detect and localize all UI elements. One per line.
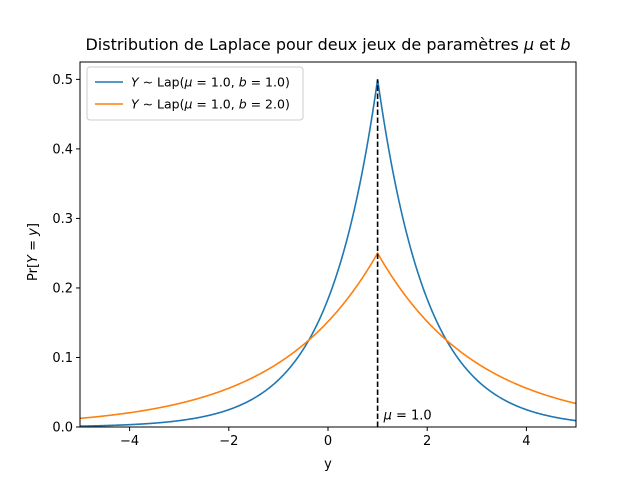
y-tick-label: 0.5 xyxy=(52,73,73,88)
y-tick-label: 0.2 xyxy=(52,281,73,296)
x-tick-label: 0 xyxy=(324,434,332,449)
series-line-1 xyxy=(80,79,576,427)
series-line-2 xyxy=(80,251,576,420)
axes: −4 −2 0 2 4 0.0 0.1 0.2 0.3 0.4 0.5 xyxy=(52,61,577,449)
legend-label-1: Y ∼ Lap(μ = 1.0, b = 1.0) xyxy=(131,75,290,90)
plot-area xyxy=(80,79,576,427)
legend: Y ∼ Lap(μ = 1.0, b = 1.0) Y ∼ Lap(μ = 1.0… xyxy=(86,66,304,121)
x-tick-label: 4 xyxy=(522,434,530,449)
x-tick-label: −4 xyxy=(120,434,139,449)
y-tick-label: 0.4 xyxy=(52,142,73,157)
x-tick-label: 2 xyxy=(423,434,431,449)
y-tick-label: 0.1 xyxy=(52,351,73,366)
mu-annotation: μ = 1.0 xyxy=(383,409,432,424)
chart-title: Distribution de Laplace pour deux jeux d… xyxy=(85,35,570,54)
x-axis-label: y xyxy=(324,457,332,472)
y-tick-label: 0.3 xyxy=(52,212,73,227)
legend-label-2: Y ∼ Lap(μ = 1.0, b = 2.0) xyxy=(131,97,290,112)
y-tick-label: 0.0 xyxy=(52,421,73,436)
y-axis-label: Pr[Y = y] xyxy=(26,223,41,281)
legend-box xyxy=(86,66,304,121)
x-tick-label: −2 xyxy=(219,434,238,449)
